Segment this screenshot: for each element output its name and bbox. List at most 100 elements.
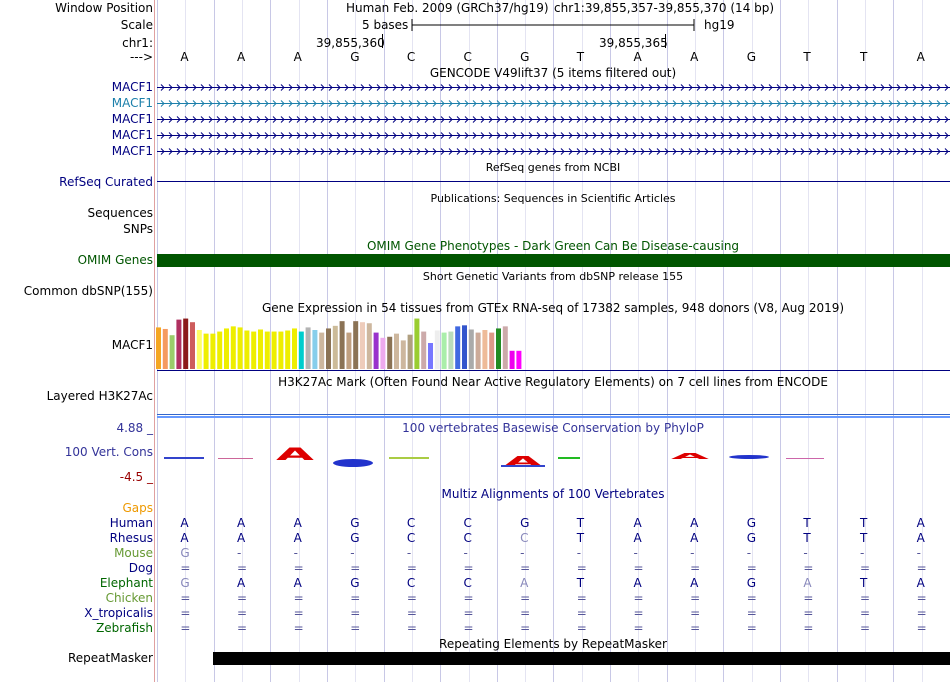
gtex-tissue-bar[interactable] [360, 322, 365, 369]
gtex-tissue-bar[interactable] [339, 321, 345, 369]
gtex-tissue-bar[interactable] [462, 325, 467, 369]
gtex-tissue-bar[interactable] [434, 330, 440, 369]
refseq-track-label[interactable]: RefSeq Curated [59, 175, 153, 189]
gtex-tissue-bar[interactable] [251, 331, 257, 369]
gtex-tissue-bar[interactable] [183, 318, 189, 369]
gencode-transcript-label[interactable]: MACF1 [111, 112, 153, 126]
species-label[interactable]: Mouse [114, 546, 153, 560]
gtex-tissue-bar[interactable] [387, 336, 393, 369]
gtex-tissue-bar[interactable] [502, 326, 508, 369]
h3k27ac-track-label[interactable]: Layered H3K27Ac [46, 389, 153, 403]
gtex-tissue-bar[interactable] [224, 328, 229, 369]
gtex-tissue-bar[interactable] [319, 332, 325, 369]
gencode-transcript-label[interactable]: MACF1 [111, 96, 153, 110]
gtex-tissue-bar[interactable] [305, 327, 311, 369]
gtex-tissue-bar[interactable] [292, 328, 297, 369]
gtex-tissue-bar[interactable] [407, 334, 413, 369]
species-label[interactable]: Chicken [105, 591, 153, 605]
omim-track-label[interactable]: OMIM Genes [77, 253, 153, 267]
strand-chevron [576, 148, 581, 155]
gtex-tissue-bar[interactable] [196, 330, 202, 369]
gencode-transcript-feature[interactable] [157, 82, 950, 92]
gtex-tissue-bar[interactable] [373, 332, 379, 369]
gencode-transcript-label[interactable]: MACF1 [111, 144, 153, 158]
strand-chevron [200, 148, 205, 155]
gtex-tissue-bar[interactable] [176, 319, 182, 369]
gtex-tissue-bar[interactable] [271, 331, 277, 369]
alignment-base: = [803, 561, 814, 575]
species-label[interactable]: Dog [128, 561, 153, 575]
gtex-tissue-bar[interactable] [264, 331, 270, 369]
omim-gene-feature[interactable] [157, 254, 950, 267]
gtex-tissue-bar[interactable] [394, 333, 399, 369]
gtex-tissue-bar[interactable] [468, 329, 474, 369]
snps-track-label[interactable]: SNPs [123, 222, 153, 236]
gtex-tissue-bar[interactable] [509, 350, 515, 369]
strand-chevron [696, 148, 701, 155]
gtex-tissue-bar[interactable] [332, 325, 338, 369]
gtex-tissue-bar[interactable] [428, 343, 433, 369]
species-label[interactable]: Elephant [99, 576, 153, 590]
strand-chevron [440, 100, 445, 107]
gtex-tissue-bar[interactable] [169, 335, 175, 369]
strand-chevron [736, 132, 741, 139]
refseq-gene-feature[interactable] [157, 181, 950, 182]
gtex-tissue-bar[interactable] [326, 328, 331, 369]
gtex-tissue-bar[interactable] [210, 333, 216, 369]
gtex-tissue-bar[interactable] [278, 331, 284, 369]
gtex-tissue-bar[interactable] [516, 350, 522, 369]
gtex-tissue-bar[interactable] [414, 318, 420, 369]
species-label[interactable]: Human [109, 516, 153, 530]
gtex-tissue-bar[interactable] [237, 327, 243, 369]
strand-chevron [440, 84, 445, 91]
gtex-tissue-bar[interactable] [203, 333, 209, 369]
strand-chevron [600, 100, 605, 107]
gtex-tissue-bar[interactable] [312, 330, 318, 369]
gtex-tissue-bar[interactable] [258, 329, 263, 369]
gtex-tissue-bar[interactable] [298, 331, 304, 369]
phylop-track-label[interactable]: 100 Vert. Cons [64, 445, 153, 459]
gtex-tissue-bar[interactable] [244, 330, 250, 369]
gtex-tissue-bar[interactable] [496, 328, 501, 369]
strand-chevron [480, 100, 485, 107]
gtex-tissue-bar[interactable] [455, 326, 461, 369]
gtex-tissue-bar[interactable] [366, 323, 372, 369]
sequences-track-label[interactable]: Sequences [87, 206, 153, 220]
gtex-tissue-bar[interactable] [346, 332, 352, 369]
strand-chevron [384, 84, 389, 91]
gtex-tissue-bar[interactable] [475, 332, 481, 369]
gtex-tissue-bar[interactable] [489, 332, 495, 369]
gtex-tissue-bar[interactable] [353, 321, 359, 369]
strand-chevron [408, 84, 413, 91]
gtex-tissue-bar[interactable] [448, 331, 454, 369]
strand-chevron [368, 132, 373, 139]
species-label[interactable]: Rhesus [109, 531, 153, 545]
gtex-tissue-bar[interactable] [400, 340, 406, 369]
gtex-tissue-bar[interactable] [421, 331, 427, 369]
gtex-track-label[interactable]: MACF1 [111, 338, 153, 352]
gencode-transcript-label[interactable]: MACF1 [111, 80, 153, 94]
gtex-tissue-bar[interactable] [217, 331, 223, 369]
gencode-transcript-feature[interactable] [157, 130, 950, 140]
species-label[interactable]: X_tropicalis [84, 606, 153, 620]
gtex-tissue-bar[interactable] [380, 337, 386, 369]
strand-chevron [832, 84, 837, 91]
repeatmasker-element[interactable] [213, 652, 950, 665]
species-label[interactable]: Zebrafish [96, 621, 153, 635]
gtex-tissue-bar[interactable] [285, 330, 291, 369]
gtex-tissue-bar[interactable] [441, 332, 447, 369]
repeatmasker-track-label[interactable]: RepeatMasker [67, 651, 153, 665]
gtex-tissue-bar[interactable] [156, 327, 161, 369]
dbsnp-track-label[interactable]: Common dbSNP(155) [23, 284, 153, 298]
gtex-tissue-bar[interactable] [482, 330, 488, 369]
gtex-expression-chart[interactable] [155, 315, 535, 371]
gtex-tissue-bar[interactable] [190, 322, 195, 369]
gtex-tissue-bar[interactable] [230, 326, 236, 369]
gencode-transcript-feature[interactable] [157, 146, 950, 156]
gencode-transcript-feature[interactable] [157, 114, 950, 124]
strand-chevron [720, 84, 725, 91]
gtex-tissue-bar[interactable] [162, 328, 168, 369]
gencode-transcript-feature[interactable] [157, 98, 950, 108]
gencode-transcript-label[interactable]: MACF1 [111, 128, 153, 142]
strand-chevron [392, 84, 397, 91]
